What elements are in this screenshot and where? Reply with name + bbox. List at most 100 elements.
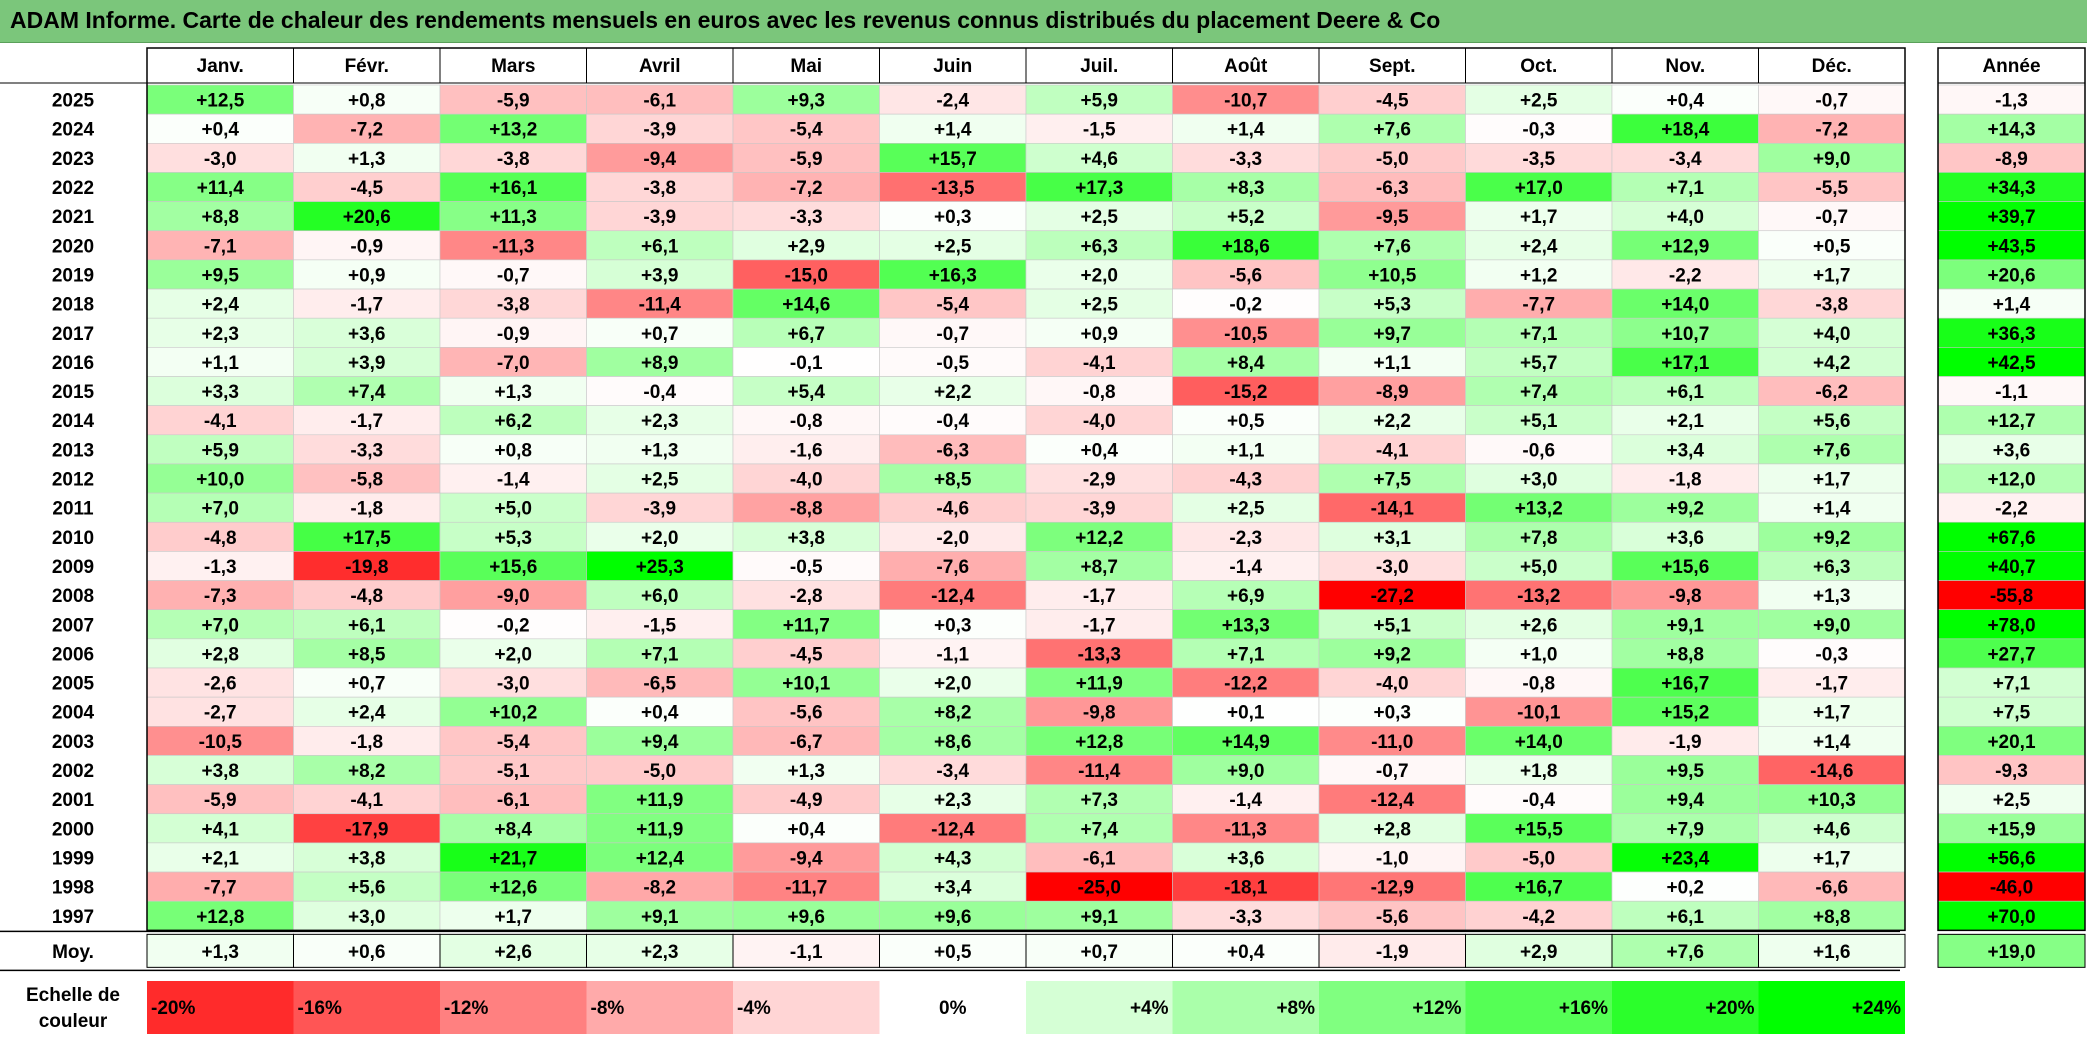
cell-value: -11,4 [1078,761,1121,782]
cell-value: -9,4 [643,149,676,170]
annual-value: +7,1 [1993,674,2031,695]
cell-value: +6,1 [641,236,679,257]
cell-value: -25,0 [1078,878,1121,899]
heatmap-cell [879,463,1027,494]
heatmap-cell [1465,84,1613,115]
cell-value: +3,6 [1666,528,1704,549]
cell-value: +7,4 [1520,382,1558,403]
heatmap-cell [879,609,1027,640]
heatmap-cell [879,143,1027,173]
cell-value: +0,4 [1666,91,1704,112]
cell-value: +1,7 [1813,265,1851,286]
heatmap-cell [586,463,734,494]
cell-value: +13,2 [1515,499,1563,520]
year-label: 2000 [52,819,94,840]
cell-value: -3,4 [936,761,969,782]
heatmap-cell [879,84,1027,115]
heatmap-cell [293,813,441,844]
cell-value: -4,0 [790,470,823,491]
year-label: 2011 [52,499,94,520]
cell-value: -12,4 [931,819,975,840]
cell-value: -1,7 [1083,586,1116,607]
year-total-header: Année [1982,56,2040,77]
cell-value: +9,3 [787,91,825,112]
cell-value: +6,3 [1080,236,1118,257]
cell-value: -7,7 [1522,295,1555,316]
cell-value: -5,9 [497,91,530,112]
heatmap-cell [146,638,294,669]
annual-value: -1,1 [1995,382,2028,403]
annual-value: +67,6 [1987,528,2035,549]
scale-step-label: +20% [1705,998,1754,1019]
heatmap-cell [1611,172,1759,202]
heatmap-cell [586,871,734,902]
heatmap-cell [439,172,587,202]
cell-value: +3,8 [201,761,239,782]
header-cell-dec [1758,47,1906,84]
year-label: 2025 [52,91,95,112]
heatmap-cell [1758,609,1906,640]
average-label: Moy. [52,942,94,963]
heatmap-cell [1025,463,1173,494]
cell-value: -5,4 [790,120,823,141]
cell-value: +9,1 [1080,907,1118,928]
heatmap-cell [1611,288,1759,319]
cell-value: -0,9 [497,324,530,345]
year-label: 2010 [52,528,94,549]
cell-value: +12,2 [1075,528,1123,549]
cell-value: +1,4 [1813,499,1851,520]
cell-value: +12,4 [636,848,685,869]
cell-value: -0,5 [790,557,823,578]
heatmap-cell [1611,784,1759,815]
cell-value: +0,2 [1666,878,1704,899]
heatmap-cell [586,434,734,465]
cell-value: +4,6 [1080,149,1118,170]
cell-value: +6,3 [1813,557,1851,578]
annual-cell [1937,434,2086,465]
cell-value: -3,8 [643,178,676,199]
cell-value: -3,4 [1669,149,1702,170]
cell-value: -3,8 [497,295,530,316]
scale-step-label: -8% [591,998,625,1019]
annual-value: +15,9 [1987,819,2035,840]
heatmap-cell [293,463,441,494]
average-cell [1025,933,1173,968]
average-cell [439,933,587,968]
cell-value: +1,4 [934,120,972,141]
month-header-janv: Janv. [197,56,244,77]
heatmap-cell [439,638,587,669]
cell-value: -3,9 [643,499,676,520]
cell-value: +8,8 [1813,907,1851,928]
heatmap-cell [439,755,587,785]
heatmap-cell [1611,696,1759,727]
heatmap-cell [1172,580,1320,610]
cell-value: +16,7 [1661,674,1709,695]
heatmap-cell [146,871,294,902]
cell-value: -12,9 [1371,878,1414,899]
cell-value: -0,5 [936,353,969,374]
average-cell [146,933,294,968]
cell-value: +0,9 [348,265,386,286]
average-value: +2,9 [1520,942,1558,963]
heatmap-cell [293,842,441,873]
cell-value: -5,0 [1376,149,1409,170]
cell-value: +10,7 [1661,324,1709,345]
annual-value: +39,7 [1987,207,2035,228]
heatmap-cell [586,900,734,931]
cell-value: -5,4 [936,295,969,316]
heatmap-cell [146,551,294,581]
heatmap-cell [1025,521,1173,552]
heatmap-cell [439,784,587,815]
cell-value: -5,6 [1376,907,1409,928]
heatmap-cell [586,376,734,406]
cell-value: +11,3 [490,207,537,228]
cell-value: -1,7 [1083,615,1116,636]
cell-value: +1,3 [494,382,532,403]
cell-value: -7,1 [204,236,237,257]
cell-value: +6,0 [641,586,679,607]
cell-value: +1,4 [1813,732,1851,753]
cell-value: -4,0 [1083,411,1116,432]
cell-value: +3,0 [1520,470,1558,491]
cell-value: -7,2 [350,120,383,141]
heatmap-cell [1465,143,1613,173]
